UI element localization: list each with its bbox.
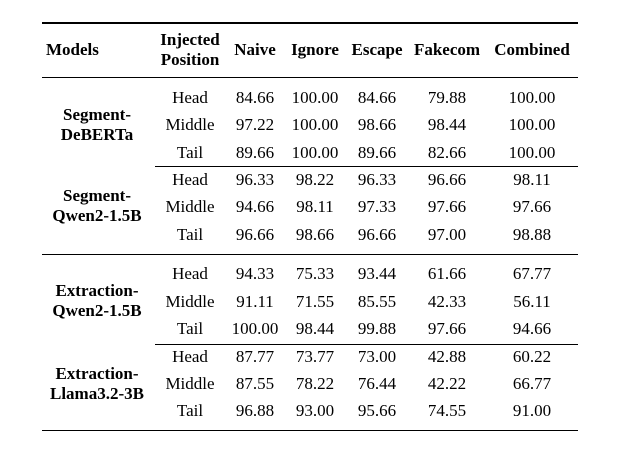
value-cell: 96.88	[235, 401, 275, 420]
value-cell: 89.66	[235, 143, 275, 162]
bottom-rule	[42, 430, 578, 431]
position-cell: Middle	[165, 197, 215, 216]
value-cell: 67.77	[512, 264, 552, 283]
model-name: Extraction-	[55, 281, 139, 300]
value-cell: 76.44	[357, 374, 397, 393]
value-cell: 71.55	[295, 292, 335, 311]
value-cell: 100.00	[508, 115, 556, 134]
value-cell: 100.00	[291, 115, 339, 134]
value-cell: 98.11	[513, 170, 551, 189]
value-cell: 98.88	[512, 225, 552, 244]
section-rule	[42, 254, 578, 255]
value-cell: 95.66	[357, 401, 397, 420]
value-cell: 42.33	[427, 292, 467, 311]
value-cell: 74.55	[427, 401, 467, 420]
value-cell: 97.00	[427, 225, 467, 244]
value-cell: 87.55	[235, 374, 275, 393]
model-name: Qwen2-1.5B	[52, 301, 142, 320]
value-cell: 78.22	[295, 374, 335, 393]
value-cell: 93.44	[357, 264, 397, 283]
value-cell: 66.77	[512, 374, 552, 393]
value-cell: 94.66	[512, 319, 552, 338]
model-name: Segment-	[63, 105, 131, 124]
model-name: Segment-	[63, 186, 131, 205]
value-cell: 100.00	[508, 143, 556, 162]
model-name: DeBERTa	[60, 125, 134, 144]
value-cell: 84.66	[357, 88, 397, 107]
position-cell: Middle	[165, 115, 215, 134]
header-combined: Combined	[494, 40, 570, 59]
value-cell: 94.33	[235, 264, 275, 283]
value-cell: 97.22	[235, 115, 275, 134]
position-cell: Head	[172, 88, 208, 107]
value-cell: 100.00	[508, 88, 556, 107]
value-cell: 82.66	[427, 143, 467, 162]
position-cell: Tail	[176, 225, 204, 244]
header-ignore: Ignore	[291, 40, 339, 59]
top-rule	[42, 22, 578, 24]
value-cell: 96.66	[427, 170, 467, 189]
model-name: Llama3.2-3B	[50, 384, 144, 403]
header-position: Position	[160, 50, 220, 69]
header-models: Models	[46, 40, 99, 59]
value-cell: 91.00	[512, 401, 552, 420]
value-cell: 97.66	[512, 197, 552, 216]
value-cell: 97.66	[427, 319, 467, 338]
position-cell: Tail	[176, 401, 204, 420]
value-cell: 98.44	[295, 319, 335, 338]
header-fakecom: Fakecom	[413, 40, 481, 59]
value-cell: 89.66	[357, 143, 397, 162]
value-cell: 98.66	[357, 115, 397, 134]
group-rule-3	[155, 344, 578, 345]
value-cell: 96.33	[235, 170, 275, 189]
value-cell: 73.77	[295, 347, 335, 366]
value-cell: 97.66	[427, 197, 467, 216]
value-cell: 42.22	[427, 374, 467, 393]
value-cell: 96.66	[235, 225, 275, 244]
position-cell: Tail	[176, 143, 204, 162]
value-cell: 98.11	[296, 197, 334, 216]
value-cell: 73.00	[357, 347, 397, 366]
position-cell: Head	[172, 264, 208, 283]
value-cell: 97.33	[357, 197, 397, 216]
value-cell: 87.77	[235, 347, 275, 366]
header-escape: Escape	[351, 40, 403, 59]
position-cell: Tail	[176, 319, 204, 338]
value-cell: 98.66	[295, 225, 335, 244]
value-cell: 60.22	[512, 347, 552, 366]
group-rule-1	[155, 166, 578, 167]
position-cell: Head	[172, 347, 208, 366]
value-cell: 85.55	[357, 292, 397, 311]
header-rule	[42, 77, 578, 78]
value-cell: 100.00	[291, 143, 339, 162]
value-cell: 96.66	[357, 225, 397, 244]
value-cell: 75.33	[295, 264, 335, 283]
value-cell: 100.00	[291, 88, 339, 107]
position-cell: Middle	[165, 374, 215, 393]
position-cell: Middle	[165, 292, 215, 311]
value-cell: 79.88	[427, 88, 467, 107]
value-cell: 100.00	[231, 319, 279, 338]
model-name: Qwen2-1.5B	[52, 206, 142, 225]
value-cell: 42.88	[427, 347, 467, 366]
header-naive: Naive	[234, 40, 276, 59]
position-cell: Head	[172, 170, 208, 189]
value-cell: 98.22	[295, 170, 335, 189]
header-injected: Injected	[160, 30, 220, 49]
value-cell: 98.44	[427, 115, 467, 134]
value-cell: 94.66	[235, 197, 275, 216]
value-cell: 99.88	[357, 319, 397, 338]
value-cell: 93.00	[295, 401, 335, 420]
value-cell: 91.11	[236, 292, 274, 311]
value-cell: 96.33	[357, 170, 397, 189]
value-cell: 84.66	[235, 88, 275, 107]
value-cell: 56.11	[513, 292, 551, 311]
value-cell: 61.66	[427, 264, 467, 283]
model-name: Extraction-	[55, 364, 139, 383]
